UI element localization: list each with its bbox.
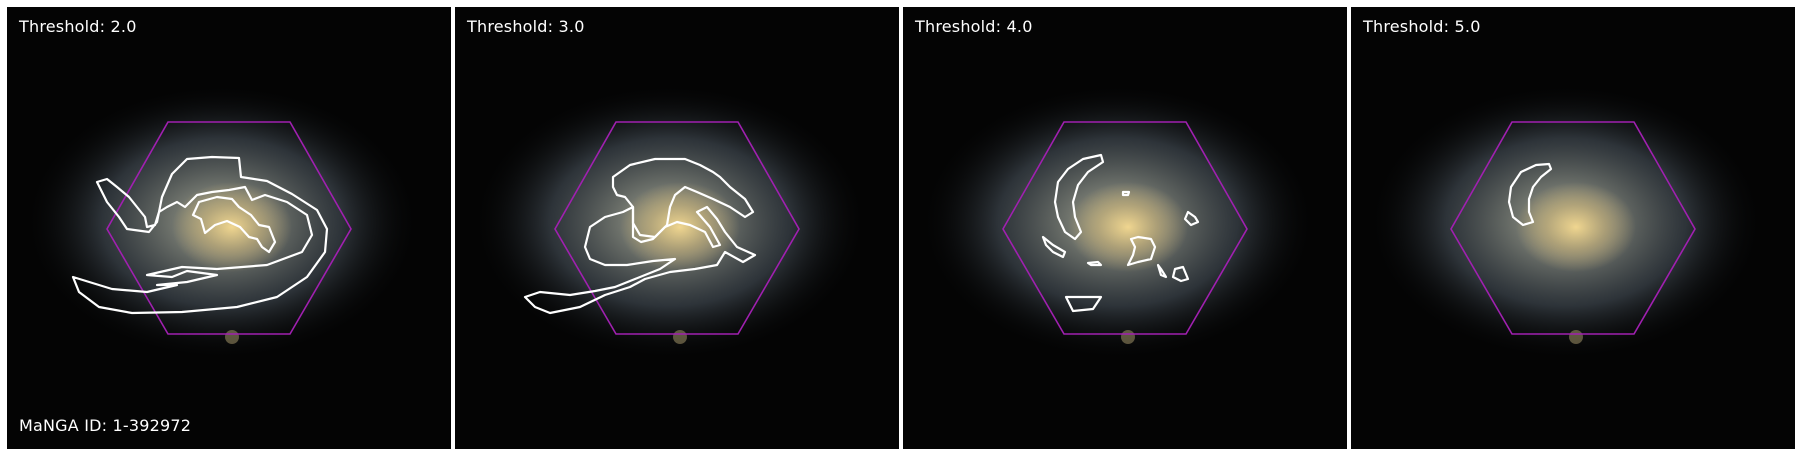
ifu-hexagon bbox=[106, 121, 352, 335]
threshold-label: Threshold: 5.0 bbox=[1363, 17, 1481, 36]
threshold-label: Threshold: 3.0 bbox=[467, 17, 585, 36]
contour-set bbox=[1041, 153, 1200, 313]
ifu-hexagon bbox=[1002, 121, 1248, 335]
threshold-label: Threshold: 2.0 bbox=[19, 17, 137, 36]
contour-set bbox=[523, 157, 757, 315]
panel-threshold-4: Threshold: 4.0 bbox=[903, 7, 1347, 449]
panel-threshold-3: Threshold: 3.0 bbox=[455, 7, 899, 449]
ifu-hexagon bbox=[554, 121, 800, 335]
manga-id-label: MaNGA ID: 1-392972 bbox=[19, 416, 192, 435]
galaxy-image bbox=[1351, 7, 1795, 449]
threshold-label: Threshold: 4.0 bbox=[915, 17, 1033, 36]
panel-threshold-5: Threshold: 5.0 bbox=[1351, 7, 1795, 449]
galaxy-image bbox=[903, 7, 1347, 449]
galaxy-image bbox=[7, 7, 451, 449]
panel-threshold-2: Threshold: 2.0 MaNGA ID: 1-392972 bbox=[7, 7, 451, 449]
contour-set bbox=[1507, 162, 1553, 227]
contour-set bbox=[71, 155, 329, 315]
ifu-hexagon bbox=[1450, 121, 1696, 335]
galaxy-image bbox=[455, 7, 899, 449]
